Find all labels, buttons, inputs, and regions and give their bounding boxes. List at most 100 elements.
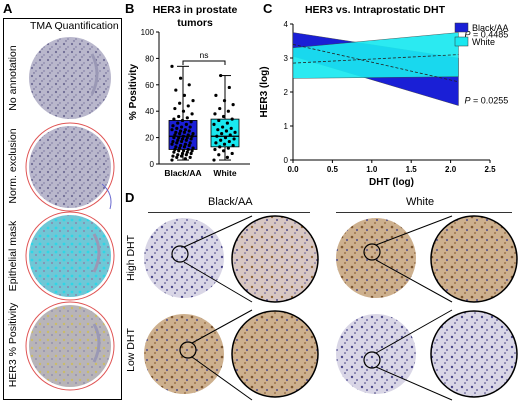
box-data-point [226,146,230,150]
box-data-point [173,106,177,111]
tma-panel-frame [3,18,122,400]
legend-label: Black/AA [472,23,509,33]
box-x-category-label: White [213,168,236,178]
panel-label-a: A [3,1,13,16]
box-y-tick-label: 0 [150,160,155,169]
panel-label-b: B [125,1,135,16]
confidence-band [292,32,459,79]
box-data-point [171,154,175,158]
box-data-point [221,125,225,129]
group-label-black-aa: Black/AA [208,196,253,208]
box-data-point [174,145,178,149]
regression-y-tick-label: 3 [284,54,289,63]
ihc-black-aa-high-dht [142,214,319,303]
legend-swatch [454,36,469,47]
ihc-black-aa-low-dht [144,309,319,401]
box-data-point [231,143,235,148]
box-chart-axes: 0 20 40 60 80 100 Black/AA White [141,28,250,178]
box-data-point [177,149,181,153]
box-y-tick-label: 60 [145,81,154,90]
box-plot-chart: HER3 in prostate tumors % Positivity 0 20… [128,4,250,178]
regression-y-tick-label: 1 [284,122,289,131]
box-data-point [181,134,186,138]
box-data-point [188,155,192,159]
box-data-point [180,151,185,156]
box-data-point [222,99,227,103]
box-data-point [189,120,193,124]
box-data-point [173,147,177,152]
box-data-point [219,138,223,142]
box-data-point [215,134,219,138]
regression-x-tick-label: 0.5 [327,165,339,174]
box-data-point [190,149,194,153]
box-data-point [221,114,226,119]
group-bracket-black-aa [148,212,310,213]
box-data-point [186,147,190,152]
legend-swatch [454,22,469,33]
box-data-point [178,146,182,150]
box-data-point [187,143,191,148]
box-data-point [216,128,220,132]
box-data-point [232,137,236,141]
box-chart-marks: ns [168,50,240,162]
box-data-point [175,126,179,130]
box-data-point [213,112,217,116]
p-value-label: P = 0.4485 [464,30,508,40]
box-data-point [191,132,195,136]
ihc-white-high-dht [336,215,518,303]
box-data-point [172,136,176,140]
box-data-point [191,99,195,103]
box-data-point [170,64,174,68]
box-data-point [219,73,223,78]
box-data-point [180,118,185,123]
regression-chart-marks: P = 0.0255 P = 0.4485 [292,30,508,106]
regression-chart-legend: Black/AA White [454,22,509,47]
tma-row-label-epithelial-mask: Epithelial mask [7,220,19,292]
box-data-point [185,136,189,140]
group-bracket-white [336,212,512,213]
regression-x-tick-label: 0.0 [287,165,299,174]
box-data-point [176,121,180,125]
box-data-point [190,134,194,138]
box-data-point [214,141,218,145]
box-data-point [172,150,176,154]
tma-row-label-norm-exclusion: Norm. exclusion [7,128,19,204]
legend-label: White [472,37,495,47]
tma-core-epithelial-mask [25,211,115,301]
box-x-category-label: Black/AA [164,168,201,178]
box-data-point [227,139,231,144]
box-data-point [217,118,221,123]
box-data-point [218,106,222,111]
box-data-point [222,142,227,146]
regression-chart-x-axis-label: DHT (log) [369,177,414,188]
box-data-point [190,112,194,116]
box-data-point [171,139,175,144]
regression-chart-y-axis-label: HER3 (log) [259,66,270,117]
box-data-point [228,133,232,137]
p-value-label: P = 0.0255 [464,96,508,106]
panel-label-c: C [263,1,273,16]
box-data-point [186,104,190,108]
box-data-point [174,130,178,134]
box-data-point [188,141,192,145]
box-data-point [180,137,185,141]
panel-label-d: D [125,190,135,205]
box-data-point [179,139,184,144]
box-data-point [185,116,189,120]
box-data-point [175,141,179,145]
tma-row-label-her3-positivity: HER3 % Positivity [7,302,19,388]
box-data-point [182,93,187,97]
regression-x-tick-label: 2.0 [445,165,457,174]
box-data-point [184,122,188,126]
box-data-point [176,138,180,142]
box-data-point [178,101,182,105]
box-data-point [191,146,195,150]
box-data-point [212,122,216,126]
box-data-point [221,149,226,153]
box-data-point [226,109,230,113]
box-data-point [179,129,183,133]
box-chart-title-line2: tumors [177,17,213,29]
tma-row-label-no-annotation: No annotation [7,45,19,111]
box-data-point [179,76,183,80]
tma-panel-title: TMA Quantification [30,20,119,32]
